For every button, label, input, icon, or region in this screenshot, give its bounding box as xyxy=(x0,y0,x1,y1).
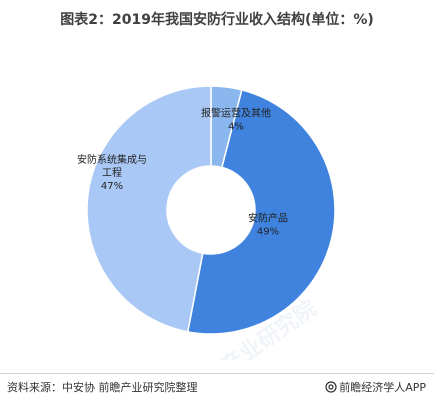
slice-label-0-line-0: 报警运营及其他 xyxy=(201,107,271,120)
slice-value-label-0: 4% xyxy=(228,122,244,133)
footer: 资料来源：中安协 前瞻产业研究院整理 前瞻经济学人APP xyxy=(0,373,434,395)
slices-layer xyxy=(86,85,336,335)
slice-label-2-line-0: 安防系统集成与 xyxy=(77,153,147,166)
slice-value-label-1: 49% xyxy=(257,227,279,238)
brand-credit: 前瞻经济学人APP xyxy=(325,379,426,395)
brand-name: 前瞻经济学人APP xyxy=(339,381,426,394)
slice-label-1-line-0: 安防产品 xyxy=(248,212,288,225)
slice-value-label-2: 47% xyxy=(101,181,123,192)
donut-chart: 前瞻产业研究院 前瞻产业研究院 报警运营及其他4%安防产品49%安防系统集成与工… xyxy=(77,85,336,360)
donut-hole xyxy=(167,166,255,254)
footer-divider xyxy=(0,373,434,374)
slice-label-2-line-1: 工程 xyxy=(102,167,122,179)
chart-area: 前瞻产业研究院 前瞻产业研究院 报警运营及其他4%安防产品49%安防系统集成与工… xyxy=(0,40,434,360)
at-icon xyxy=(325,381,337,393)
chart-title: 图表2：2019年我国安防行业收入结构(单位：%) xyxy=(60,12,374,28)
source-note: 资料来源：中安协 前瞻产业研究院整理 xyxy=(7,381,198,394)
